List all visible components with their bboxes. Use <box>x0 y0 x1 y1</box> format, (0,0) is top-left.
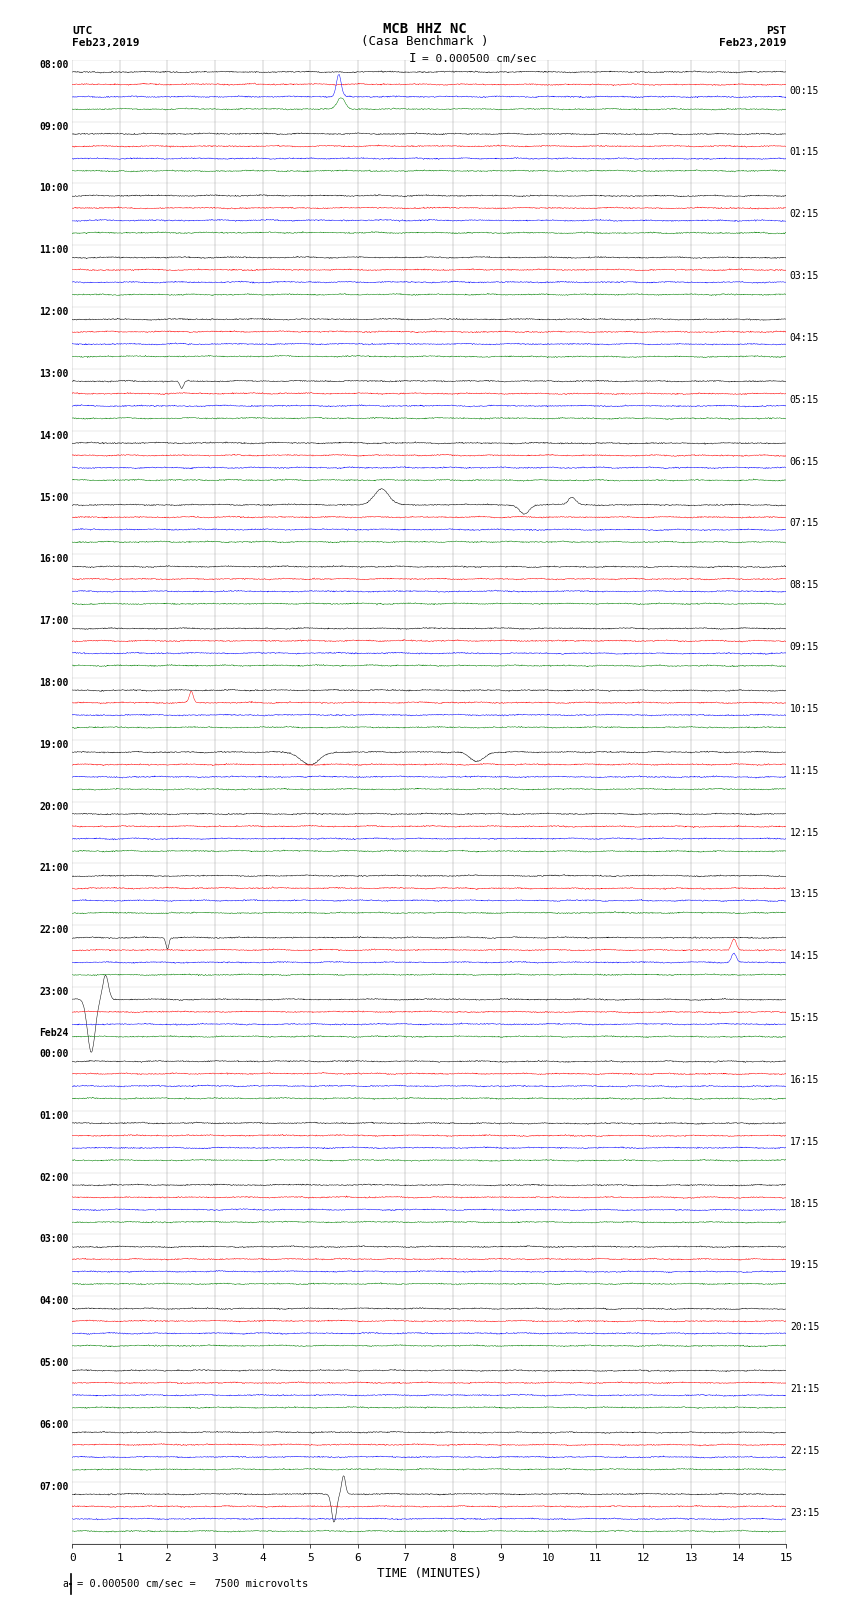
Text: 03:15: 03:15 <box>790 271 819 281</box>
Text: 18:00: 18:00 <box>39 677 69 689</box>
Text: 11:15: 11:15 <box>790 766 819 776</box>
Text: 16:00: 16:00 <box>39 555 69 565</box>
Text: 07:15: 07:15 <box>790 518 819 529</box>
Text: 01:15: 01:15 <box>790 147 819 158</box>
Text: Feb24: Feb24 <box>39 1027 69 1037</box>
Text: UTC: UTC <box>72 26 93 37</box>
Text: 13:00: 13:00 <box>39 369 69 379</box>
Text: 08:15: 08:15 <box>790 581 819 590</box>
Text: 07:00: 07:00 <box>39 1482 69 1492</box>
Text: 19:00: 19:00 <box>39 740 69 750</box>
Text: 04:00: 04:00 <box>39 1297 69 1307</box>
Text: 20:15: 20:15 <box>790 1323 819 1332</box>
Text: 06:00: 06:00 <box>39 1419 69 1431</box>
Text: 15:00: 15:00 <box>39 492 69 503</box>
Text: 17:00: 17:00 <box>39 616 69 626</box>
Text: 22:15: 22:15 <box>790 1445 819 1457</box>
Text: 16:15: 16:15 <box>790 1074 819 1086</box>
Text: 10:00: 10:00 <box>39 184 69 194</box>
Text: (Casa Benchmark ): (Casa Benchmark ) <box>361 35 489 48</box>
Text: 19:15: 19:15 <box>790 1260 819 1271</box>
Text: 00:15: 00:15 <box>790 85 819 95</box>
Text: 11:00: 11:00 <box>39 245 69 255</box>
Text: 00:00: 00:00 <box>39 1048 69 1060</box>
Text: 15:15: 15:15 <box>790 1013 819 1023</box>
Text: 17:15: 17:15 <box>790 1137 819 1147</box>
X-axis label: TIME (MINUTES): TIME (MINUTES) <box>377 1566 482 1579</box>
Text: 09:00: 09:00 <box>39 121 69 132</box>
Text: 12:00: 12:00 <box>39 306 69 318</box>
Text: 09:15: 09:15 <box>790 642 819 652</box>
Text: Feb23,2019: Feb23,2019 <box>72 39 139 48</box>
Text: 04:15: 04:15 <box>790 332 819 344</box>
Text: 21:00: 21:00 <box>39 863 69 874</box>
Text: I: I <box>409 52 416 66</box>
Text: = 0.000500 cm/sec =   7500 microvolts: = 0.000500 cm/sec = 7500 microvolts <box>76 1579 308 1589</box>
Text: PST: PST <box>766 26 786 37</box>
Text: 14:15: 14:15 <box>790 952 819 961</box>
Text: 13:15: 13:15 <box>790 889 819 900</box>
Text: 18:15: 18:15 <box>790 1198 819 1208</box>
Text: a: a <box>62 1579 68 1589</box>
Text: 21:15: 21:15 <box>790 1384 819 1394</box>
Text: 02:15: 02:15 <box>790 210 819 219</box>
Text: 01:00: 01:00 <box>39 1111 69 1121</box>
Text: 02:00: 02:00 <box>39 1173 69 1182</box>
Text: 05:00: 05:00 <box>39 1358 69 1368</box>
Text: = 0.000500 cm/sec: = 0.000500 cm/sec <box>422 53 537 65</box>
Text: 08:00: 08:00 <box>39 60 69 69</box>
Text: 05:15: 05:15 <box>790 395 819 405</box>
Text: 23:00: 23:00 <box>39 987 69 997</box>
Text: 03:00: 03:00 <box>39 1234 69 1245</box>
Text: 12:15: 12:15 <box>790 827 819 837</box>
Text: Feb23,2019: Feb23,2019 <box>719 39 786 48</box>
Text: 23:15: 23:15 <box>790 1508 819 1518</box>
Text: 22:00: 22:00 <box>39 926 69 936</box>
Text: MCB HHZ NC: MCB HHZ NC <box>383 23 467 37</box>
Text: 06:15: 06:15 <box>790 456 819 466</box>
Text: 14:00: 14:00 <box>39 431 69 440</box>
Text: 10:15: 10:15 <box>790 703 819 715</box>
Text: 20:00: 20:00 <box>39 802 69 811</box>
